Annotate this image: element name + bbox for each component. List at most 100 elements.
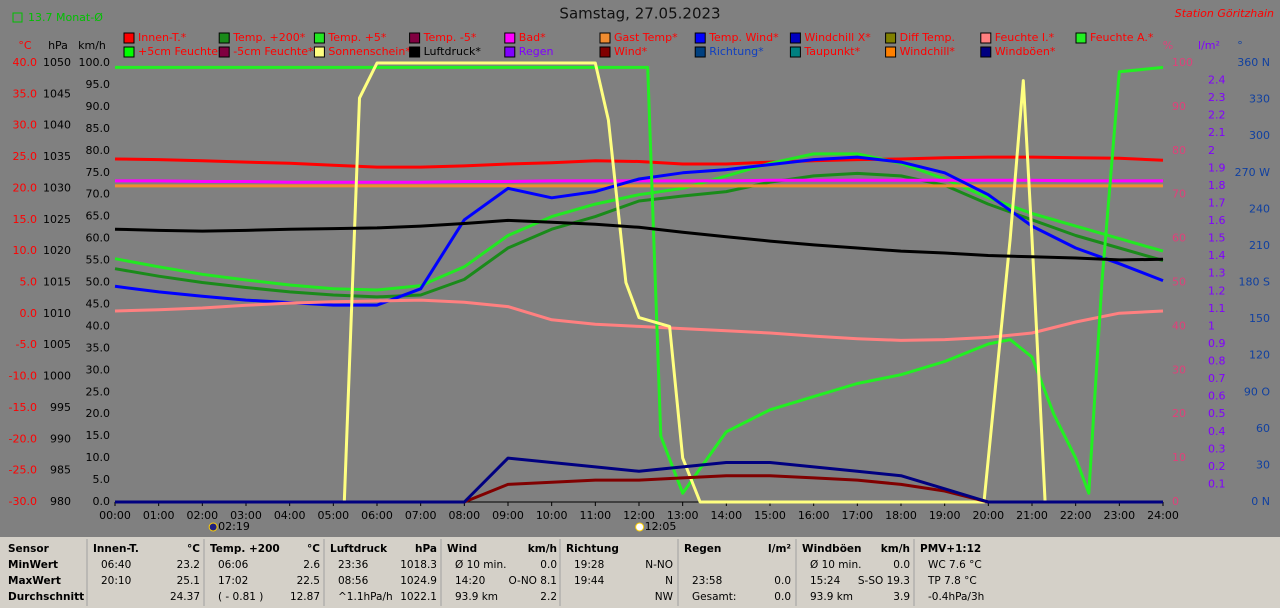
cell-right: 1024.9	[400, 575, 437, 587]
y-tick-label: 1035	[43, 150, 71, 163]
y-tick-label: 990	[50, 432, 71, 445]
series-line	[115, 178, 1163, 184]
column-header: Wind	[447, 543, 477, 555]
x-tick-label: 14:00	[710, 509, 742, 522]
y-tick-label: 60	[1172, 232, 1186, 245]
y-tick-label: 0.2	[1208, 460, 1226, 473]
legend-swatch	[218, 46, 230, 58]
legend-label: Gast Temp*	[614, 31, 678, 44]
y-tick-label: 2.2	[1208, 109, 1226, 122]
column-unit: km/h	[528, 543, 557, 555]
y-tick-label: 10	[1172, 451, 1186, 464]
y-tick-label: 1.2	[1208, 284, 1226, 297]
legend-label: Innen-T.*	[138, 31, 187, 44]
y-tick-label: 1.8	[1208, 179, 1226, 192]
cell-left: 23:36	[338, 559, 369, 571]
y-tick-label: 2.4	[1208, 74, 1226, 87]
x-tick-label: 00:00	[99, 509, 131, 522]
x-tick-label: 15:00	[754, 509, 786, 522]
y-tick-label: 20.0	[86, 407, 111, 420]
x-tick-label: 05:00	[317, 509, 349, 522]
legend-label: Windchill*	[900, 45, 956, 58]
y-tick-label: 0 N	[1251, 495, 1270, 508]
y-tick-label: -20.0	[9, 432, 37, 445]
legend-label: Feuchte I.*	[995, 31, 1055, 44]
cell-right: 0.0	[774, 575, 791, 587]
y-tick-label: 25.0	[13, 150, 38, 163]
legend-swatch	[599, 32, 611, 44]
y-tick-label: 5.0	[20, 276, 38, 289]
y-tick-label: 1045	[43, 87, 71, 100]
annotation-icon	[208, 522, 218, 532]
y-tick-label: 45.0	[86, 297, 111, 310]
cell-left: 08:56	[338, 575, 369, 587]
y-tick-label: 0.1	[1208, 477, 1226, 490]
cell-right: 1018.3	[400, 559, 437, 571]
y-tick-label: -15.0	[9, 401, 37, 414]
legend-swatch	[218, 32, 230, 44]
column-header: Temp. +200	[210, 543, 280, 555]
y-tick-label: 40.0	[13, 56, 38, 69]
axis-unit: %	[1163, 39, 1173, 52]
legend-swatch	[980, 32, 992, 44]
x-tick-label: 12:00	[623, 509, 655, 522]
series-line	[114, 298, 1164, 342]
legend-swatch	[885, 32, 897, 44]
y-tick-label: 0.0	[93, 495, 111, 508]
y-tick-label: 1015	[43, 276, 71, 289]
y-tick-label: 1	[1208, 319, 1215, 332]
x-tick-label: 20:00	[972, 509, 1004, 522]
legend-swatch	[1075, 32, 1087, 44]
y-tick-label: 60	[1256, 422, 1270, 435]
y-tick-label: 30	[1172, 363, 1186, 376]
row-label: Durchschnitt	[8, 591, 84, 603]
x-tick-label: 24:00	[1147, 509, 1179, 522]
y-tick-label: 0.7	[1208, 372, 1226, 385]
legend-swatch	[313, 46, 325, 58]
cell-left: 23:58	[692, 575, 722, 587]
column-header: PMV+1:12	[920, 543, 981, 555]
cell-left: Ø 10 min.	[810, 559, 861, 571]
y-tick-label: 35.0	[13, 87, 38, 100]
y-tick-label: 995	[50, 401, 71, 414]
axis-unit: °C	[18, 39, 32, 52]
series-line	[114, 218, 1164, 262]
x-tick-label: 02:00	[186, 509, 218, 522]
y-tick-label: 70.0	[86, 188, 111, 201]
y-tick-label: 1000	[43, 370, 71, 383]
row-label: MinWert	[8, 559, 58, 571]
series-line	[114, 155, 1164, 169]
cell-right: 0.0	[774, 591, 791, 603]
legend-swatch	[504, 32, 516, 44]
column-header: Regen	[684, 543, 721, 555]
annotation-icon	[635, 522, 645, 532]
x-tick-label: 21:00	[1016, 509, 1048, 522]
column-unit: l/m²	[768, 543, 791, 555]
axis-unit: l/m²	[1198, 39, 1220, 52]
x-tick-label: 06:00	[361, 509, 393, 522]
cell-right: 2.2	[540, 591, 557, 603]
x-tick-label: 01:00	[143, 509, 175, 522]
checkbox[interactable]	[12, 12, 23, 23]
y-tick-label: 1020	[43, 244, 71, 257]
y-tick-label: 1.6	[1208, 214, 1226, 227]
legend-label: Luftdruck*	[424, 45, 482, 58]
cell-right: 24.37	[170, 591, 200, 603]
cell-left: 93.9 km	[455, 591, 498, 603]
y-tick-label: 40.0	[86, 319, 111, 332]
cell-left: -0.4hPa/3h	[928, 591, 984, 603]
legend-label: Temp. +5*	[327, 31, 387, 44]
legend-label: Sonnenschein*	[328, 45, 411, 58]
series-line	[114, 152, 1164, 292]
y-tick-label: 0.9	[1208, 337, 1226, 350]
x-tick-label: 19:00	[929, 509, 961, 522]
y-tick-label: 30.0	[86, 363, 111, 376]
legend-swatch	[694, 32, 706, 44]
y-tick-label: 2.1	[1208, 126, 1226, 139]
y-tick-label: 360 N	[1237, 56, 1270, 69]
series-line	[115, 456, 1163, 504]
cell-left: Ø 10 min.	[455, 559, 506, 571]
cell-right: S-SO 19.3	[858, 575, 910, 587]
cell-left: 19:44	[574, 575, 605, 587]
y-tick-label: 50.0	[86, 276, 111, 289]
